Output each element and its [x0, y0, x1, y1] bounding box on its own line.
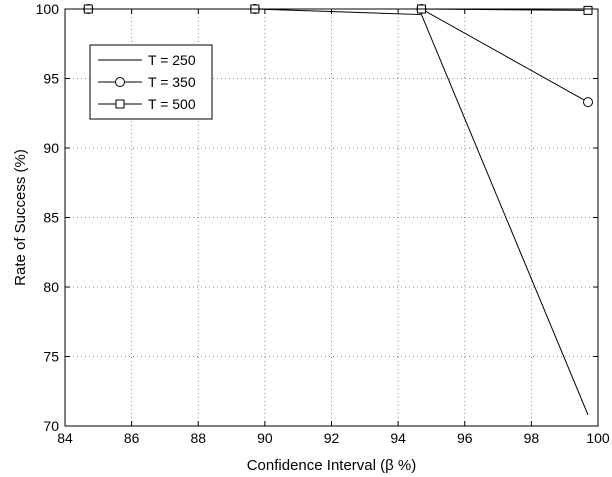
data-point-square — [583, 5, 593, 15]
x-tick-label: 94 — [390, 430, 406, 446]
y-tick-label: 80 — [43, 279, 59, 295]
y-tick-labels: 70 75 80 85 90 95 100 — [36, 1, 60, 434]
x-tick-label: 88 — [190, 430, 206, 446]
x-axis-title: Confidence Interval (β %) — [247, 457, 417, 474]
legend-item: T = 350 — [98, 74, 196, 90]
y-axis-title: Rate of Success (%) — [12, 149, 29, 286]
legend-label: T = 250 — [148, 52, 196, 68]
x-tick-label: 84 — [57, 430, 73, 446]
legend: T = 250 T = 350 T = 500 — [89, 44, 213, 120]
x-tick-label: 100 — [586, 430, 610, 446]
x-tick-label: 92 — [324, 430, 340, 446]
x-tick-label: 98 — [524, 430, 540, 446]
y-tick-label: 95 — [43, 71, 59, 87]
data-point-circle — [583, 97, 594, 108]
y-tick-label: 100 — [36, 1, 60, 17]
legend-label: T = 500 — [148, 96, 196, 112]
legend-label: T = 350 — [148, 74, 196, 90]
data-point-circle — [115, 77, 125, 87]
axis-ticks — [64, 8, 599, 427]
series-3 — [83, 4, 593, 15]
y-tick-label: 85 — [43, 210, 59, 226]
x-tick-label: 86 — [124, 430, 140, 446]
x-tick-label: 90 — [257, 430, 273, 446]
y-tick-label: 90 — [43, 140, 59, 156]
data-point-square — [115, 99, 125, 109]
y-tick-label: 70 — [43, 418, 59, 434]
x-tick-label: 96 — [457, 430, 473, 446]
legend-item: T = 500 — [98, 96, 196, 112]
legend-item: T = 250 — [98, 52, 196, 68]
x-tick-labels: 84 86 88 90 92 94 96 98 100 — [57, 430, 610, 446]
y-tick-label: 75 — [43, 349, 59, 365]
